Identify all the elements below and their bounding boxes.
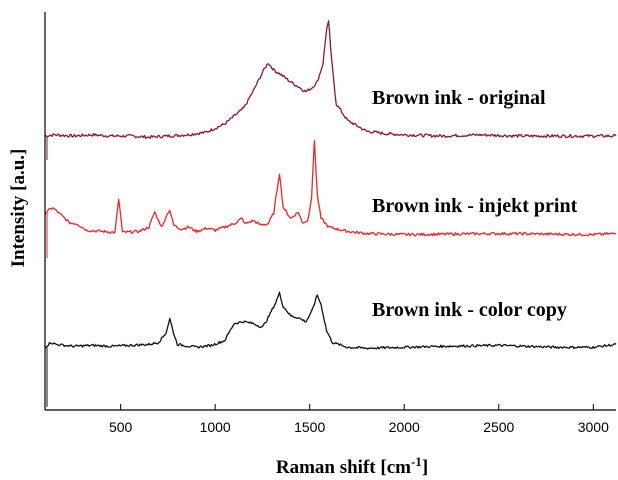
series-label-2: Brown ink - injekt print: [372, 195, 578, 217]
series-label-3: Brown ink - color copy: [372, 299, 567, 321]
series-layer: [44, 20, 617, 407]
axes-layer: [44, 12, 616, 411]
series-line-3: [44, 291, 617, 350]
series-line-1: [44, 20, 617, 140]
y-axis-title: Intensity [a.u.]: [8, 149, 29, 268]
ticks-layer: 500 1000 1500 2000 2500 3000: [109, 404, 609, 435]
x-axis-title: Raman shift [cm-1]: [276, 454, 428, 478]
x-tick-label: 1500: [294, 419, 325, 435]
series-label-1: Brown ink - original: [372, 87, 546, 109]
x-tick-label: 2000: [389, 419, 420, 435]
x-tick-label: 1000: [200, 419, 231, 435]
x-tick-label: 3000: [578, 419, 609, 435]
x-tick-label: 2500: [483, 419, 514, 435]
x-tick-label: 500: [109, 419, 133, 435]
series-labels-layer: Brown ink - original Brown ink - injekt p…: [372, 87, 578, 321]
series-line-2: [44, 140, 616, 237]
